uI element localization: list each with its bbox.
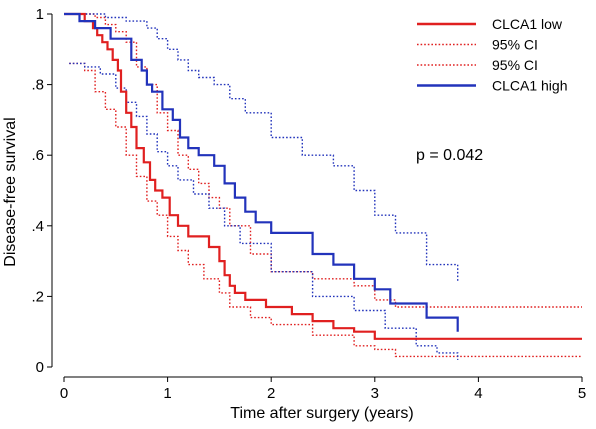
y-tick-label: .4: [31, 218, 44, 235]
x-tick-label: 3: [371, 385, 379, 402]
y-tick-label: 1: [36, 6, 44, 23]
series-line-1: [64, 13, 582, 308]
x-axis-title: Time after surgery (years): [230, 405, 413, 422]
series-line-0: [64, 12, 582, 340]
series-line-3: [64, 12, 459, 332]
x-tick-label: 4: [474, 385, 482, 402]
x-tick-label: 5: [578, 385, 586, 402]
y-tick-label: .2: [31, 288, 44, 305]
p-value-annotation: p = 0.042: [416, 147, 483, 164]
series-layer: [64, 12, 582, 360]
series-line-5: [69, 62, 459, 360]
x-tick-label: 0: [60, 385, 68, 402]
y-tick-label: 0: [36, 359, 44, 376]
y-tick-label: .6: [31, 147, 44, 164]
axes: 0 1 2 3 4 5 0 .2 .4 .6 .8 1: [31, 6, 586, 402]
legend: CLCA1 low 95% CI 95% CI CLCA1 high: [417, 16, 568, 94]
legend-label: 95% CI: [492, 57, 538, 73]
series-line-2: [69, 62, 582, 358]
legend-label: CLCA1 low: [492, 16, 563, 32]
y-tick-label: .8: [31, 77, 44, 94]
legend-label: 95% CI: [492, 37, 538, 53]
y-axis-title: Disease-free survival: [2, 117, 19, 266]
x-tick-label: 1: [163, 385, 171, 402]
series-line-4: [64, 13, 459, 283]
legend-label: CLCA1 high: [492, 78, 568, 94]
x-tick-label: 2: [267, 385, 275, 402]
